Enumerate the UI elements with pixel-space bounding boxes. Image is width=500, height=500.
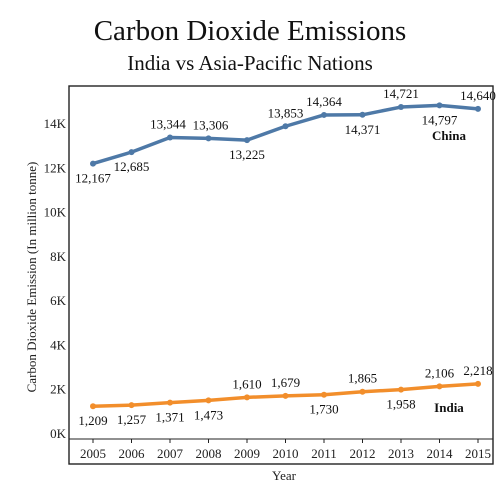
series-label-india: India (434, 400, 464, 415)
data-label: 1,958 (386, 397, 415, 412)
data-label: 13,344 (150, 117, 186, 132)
y-tick-label: 2K (50, 382, 67, 397)
data-point (321, 111, 327, 118)
data-point (359, 388, 366, 395)
x-tick-label: 2010 (273, 446, 299, 461)
data-label: 14,364 (306, 94, 342, 109)
data-label: 1,257 (117, 412, 147, 427)
data-label: 14,371 (345, 122, 381, 137)
data-label: 14,721 (383, 86, 419, 101)
y-tick-label: 6K (50, 293, 67, 308)
y-tick-label: 12K (44, 160, 67, 175)
data-point (475, 105, 481, 112)
data-point (436, 102, 443, 109)
y-tick-label: 4K (50, 337, 67, 352)
data-label: 1,371 (155, 410, 184, 425)
data-point (90, 160, 96, 167)
x-tick-label: 2006 (119, 446, 146, 461)
data-label: 2,218 (463, 363, 492, 378)
x-tick-label: 2011 (311, 446, 337, 461)
data-point (282, 392, 289, 399)
data-point (128, 149, 135, 156)
plot-frame (68, 85, 494, 465)
x-tick-label: 2015 (465, 446, 491, 461)
data-point (167, 399, 173, 406)
data-point (282, 123, 289, 130)
data-label: 1,679 (271, 375, 300, 390)
x-tick-label: 2009 (234, 446, 260, 461)
data-label: 1,209 (78, 413, 107, 428)
data-label: 1,865 (348, 371, 377, 386)
data-point (398, 386, 404, 393)
data-point (321, 391, 327, 398)
data-point (167, 134, 173, 141)
y-tick-label: 8K (50, 249, 67, 264)
chart-subtitle: India vs Asia-Pacific Nations (127, 51, 373, 75)
data-point (359, 111, 366, 118)
data-point (436, 383, 443, 390)
data-label: 1,730 (309, 402, 338, 417)
x-tick-label: 2013 (388, 446, 414, 461)
series-label-china: China (432, 128, 466, 143)
data-label: 14,797 (422, 112, 458, 127)
data-point (398, 104, 404, 111)
data-label: 12,685 (114, 159, 150, 174)
x-tick-label: 2012 (350, 446, 376, 461)
data-label: 13,853 (268, 105, 304, 120)
y-axis-label: Carbon Dioxide Emission (In million tonn… (24, 162, 39, 393)
x-axis-ticks: 2005 2006 2007 2008 2009 2010 2011 2012 2013 2014… (80, 439, 491, 461)
data-label: 2,106 (425, 365, 455, 380)
data-label: 13,306 (193, 117, 229, 132)
data-point (244, 394, 250, 401)
data-point (90, 403, 96, 410)
data-point (205, 397, 212, 404)
data-label: 1,610 (232, 376, 261, 391)
x-tick-label: 2007 (157, 446, 184, 461)
y-tick-label: 0K (50, 426, 67, 441)
x-tick-label: 2005 (80, 446, 106, 461)
data-point (205, 135, 212, 142)
data-label: 12,167 (75, 171, 111, 186)
x-axis-label: Year (272, 468, 297, 483)
data-point (128, 402, 135, 409)
data-label: 14,640 (460, 88, 496, 103)
y-axis-ticks: 0K 2K 4K 6K 8K 10K 12K 14K (44, 116, 67, 441)
x-tick-label: 2014 (427, 446, 454, 461)
chart-title: Carbon Dioxide Emissions (93, 15, 407, 47)
y-tick-label: 14K (44, 116, 67, 131)
data-label: 13,225 (229, 147, 265, 162)
data-label: 1,473 (194, 407, 223, 422)
x-tick-label: 2008 (196, 446, 222, 461)
y-tick-label: 10K (44, 205, 67, 220)
data-point (475, 380, 481, 387)
data-point (244, 137, 250, 144)
